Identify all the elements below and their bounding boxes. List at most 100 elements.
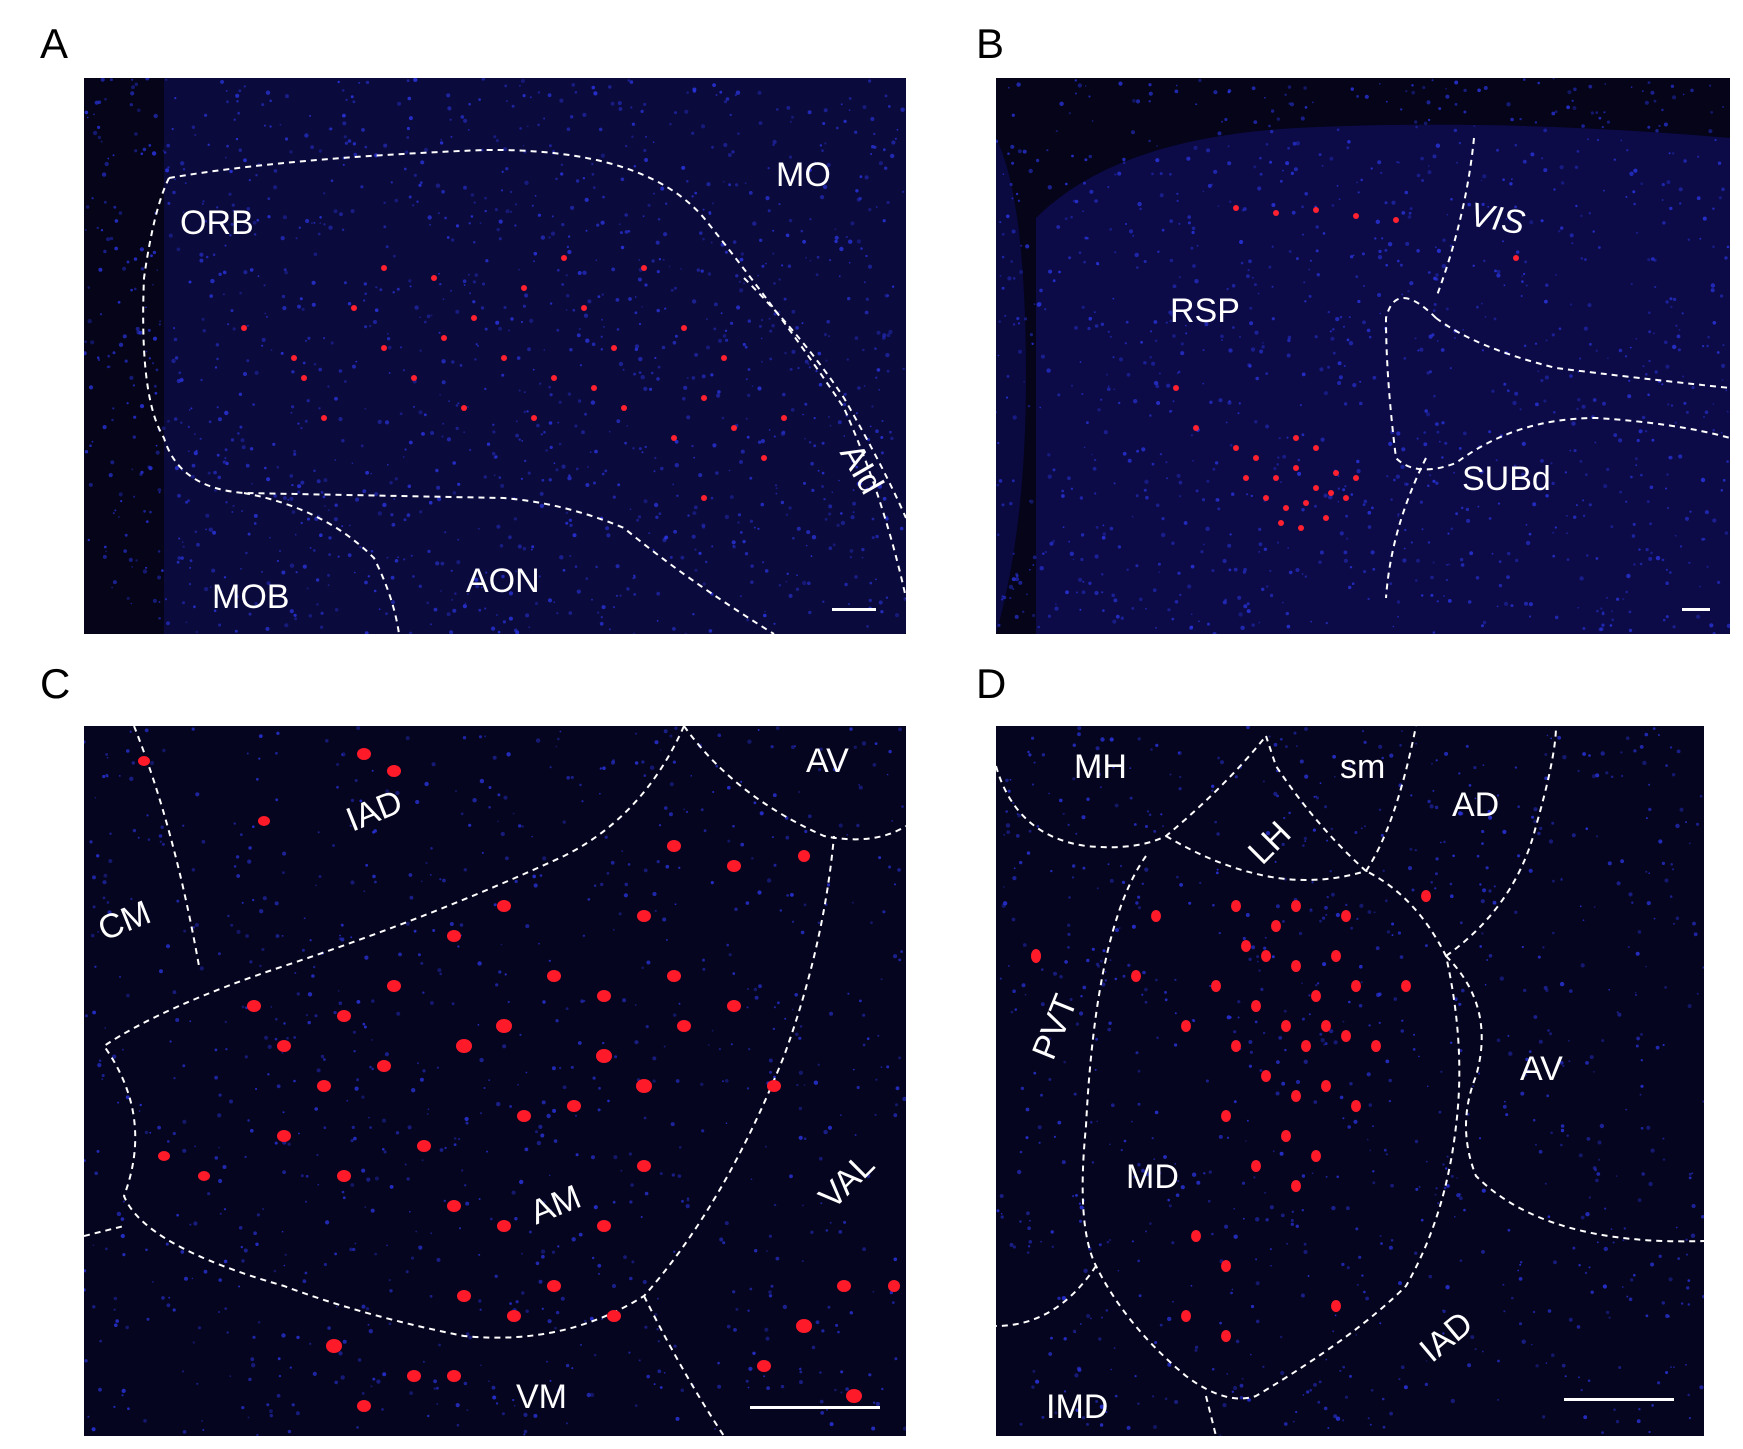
- nucleus-dot: [1423, 442, 1428, 447]
- nucleus-dot: [1525, 1057, 1529, 1062]
- nucleus-dot: [1190, 246, 1194, 250]
- nucleus-dot: [1507, 551, 1511, 556]
- nucleus-dot: [168, 1296, 171, 1299]
- nucleus-dot: [1389, 582, 1393, 585]
- nucleus-dot: [472, 280, 476, 284]
- nucleus-dot: [384, 1052, 389, 1057]
- nucleus-dot: [360, 444, 364, 448]
- nucleus-dot: [1637, 930, 1642, 934]
- nucleus-dot: [1224, 1224, 1229, 1229]
- nucleus-dot: [880, 451, 884, 455]
- nucleus-dot: [243, 158, 247, 163]
- nucleus-dot: [655, 515, 659, 519]
- nucleus-dot: [1329, 870, 1332, 873]
- nucleus-dot: [246, 207, 251, 211]
- nucleus-dot: [383, 143, 388, 148]
- nucleus-dot: [306, 399, 310, 403]
- nucleus-dot: [1320, 437, 1325, 442]
- nucleus-dot: [1094, 324, 1099, 328]
- nucleus-dot: [425, 861, 428, 865]
- nucleus-dot: [402, 456, 405, 458]
- nucleus-dot: [1017, 149, 1022, 154]
- nucleus-dot: [85, 1014, 88, 1018]
- nucleus-dot: [1718, 196, 1722, 200]
- nucleus-dot: [199, 437, 202, 440]
- nucleus-dot: [1169, 773, 1172, 776]
- nucleus-dot: [1670, 305, 1673, 309]
- nucleus-dot: [393, 498, 396, 500]
- nucleus-dot: [764, 1327, 769, 1332]
- nucleus-dot: [383, 225, 387, 229]
- nucleus-dot: [612, 928, 615, 931]
- nucleus-dot: [1050, 869, 1053, 873]
- nucleus-dot: [1155, 978, 1158, 982]
- nucleus-dot: [577, 1041, 582, 1045]
- nucleus-dot: [1072, 864, 1076, 868]
- nucleus-dot: [1626, 1295, 1629, 1298]
- nucleus-dot: [391, 522, 396, 527]
- nucleus-dot: [1146, 810, 1150, 813]
- nucleus-dot: [890, 153, 895, 159]
- nucleus-dot: [126, 596, 130, 601]
- nucleus-dot: [1290, 171, 1294, 175]
- nucleus-dot: [1119, 864, 1123, 868]
- nucleus-dot: [821, 1329, 825, 1333]
- nucleus-dot: [1279, 1335, 1283, 1339]
- nucleus-dot: [692, 511, 697, 515]
- nucleus-dot: [742, 342, 746, 347]
- nucleus-dot: [786, 106, 791, 110]
- nucleus-dot: [1687, 1303, 1690, 1306]
- nucleus-dot: [1579, 576, 1584, 581]
- nucleus-dot: [1610, 525, 1614, 529]
- nucleus-dot: [541, 478, 545, 482]
- nucleus-dot: [1228, 568, 1232, 572]
- nucleus-dot: [1601, 623, 1605, 627]
- nucleus-dot: [1482, 174, 1487, 179]
- nucleus-dot: [758, 984, 762, 989]
- nucleus-dot: [323, 478, 328, 483]
- nucleus-dot: [1573, 449, 1577, 453]
- nucleus-dot: [1415, 125, 1418, 129]
- nucleus-dot: [1390, 1239, 1394, 1242]
- nucleus-dot: [1468, 784, 1472, 787]
- nucleus-dot: [752, 1351, 756, 1355]
- nucleus-dot: [895, 1103, 898, 1107]
- region-label-ad: AD: [1452, 786, 1500, 824]
- nucleus-dot: [242, 371, 248, 377]
- nucleus-dot: [1326, 895, 1329, 899]
- nucleus-dot: [241, 510, 244, 513]
- nucleus-dot: [1675, 916, 1680, 921]
- nucleus-dot: [634, 1404, 638, 1407]
- nucleus-dot: [176, 560, 180, 564]
- nucleus-dot: [1304, 727, 1308, 731]
- nucleus-dot: [1587, 138, 1590, 141]
- nucleus-dot: [1268, 124, 1271, 128]
- nucleus-dot: [691, 195, 694, 198]
- nucleus-dot: [1157, 250, 1160, 253]
- nucleus-dot: [1284, 93, 1287, 96]
- nucleus-dot: [384, 420, 390, 425]
- nucleus-dot: [262, 896, 267, 901]
- nucleus-dot: [1242, 1217, 1245, 1220]
- nucleus-dot: [1399, 955, 1404, 959]
- nucleus-dot: [1107, 1027, 1111, 1032]
- nucleus-dot: [1599, 1123, 1605, 1129]
- nucleus-dot: [1610, 775, 1614, 779]
- nucleus-dot: [177, 556, 181, 560]
- nucleus-dot: [275, 798, 279, 802]
- nucleus-dot: [334, 396, 338, 401]
- nucleus-dot: [1169, 319, 1172, 323]
- nucleus-dot: [580, 999, 584, 1003]
- nucleus-dot: [686, 1198, 690, 1202]
- nucleus-dot: [145, 1248, 148, 1252]
- nucleus-dot: [522, 304, 526, 308]
- nucleus-dot: [737, 521, 740, 524]
- nucleus-dot: [1620, 774, 1624, 778]
- nucleus-dot: [642, 215, 645, 218]
- nucleus-dot: [725, 1122, 728, 1124]
- nucleus-dot: [1011, 197, 1014, 200]
- nucleus-dot: [997, 623, 1001, 627]
- nucleus-dot: [1412, 1048, 1416, 1051]
- nucleus-dot: [1069, 551, 1074, 556]
- panel-letter-c: C: [40, 660, 71, 707]
